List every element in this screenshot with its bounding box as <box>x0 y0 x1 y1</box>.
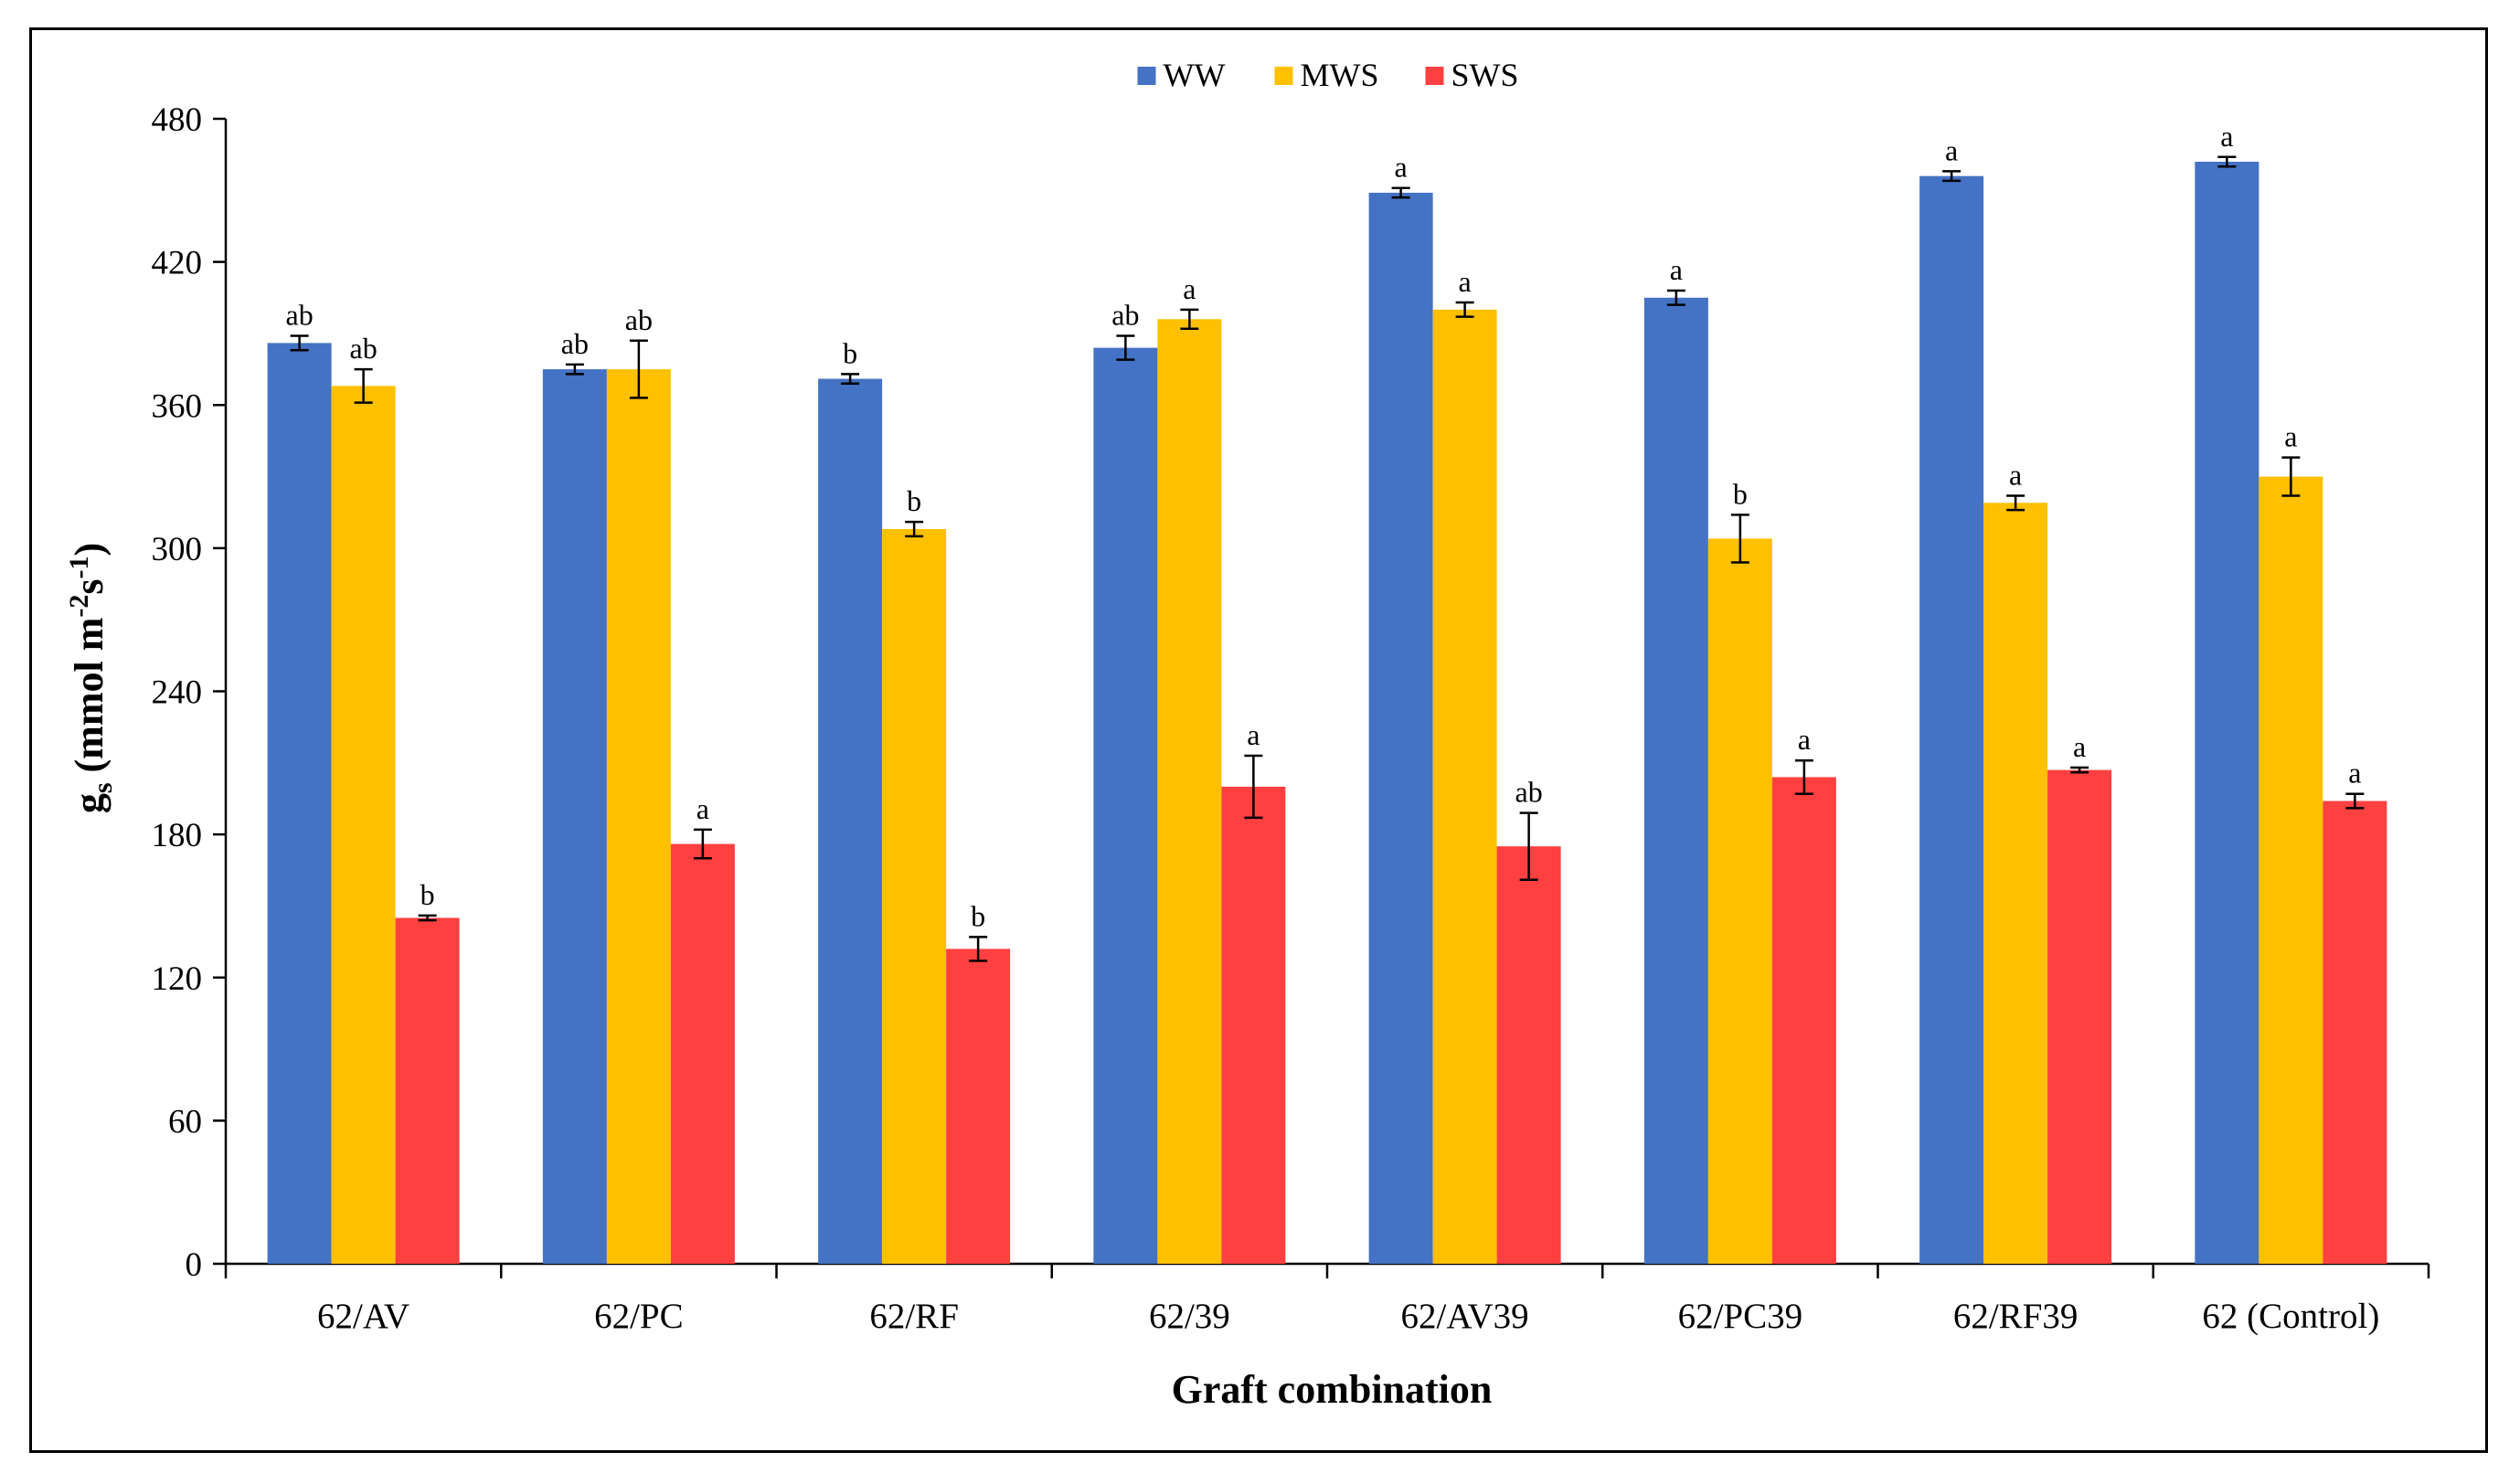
y-axis-text: (mmol m <box>67 618 112 773</box>
y-axis-title: gs (mmol m-2s-1) <box>64 543 118 813</box>
labels: 62/AVababb62/PCababa62/RFbbb62/39abaa62/… <box>286 120 2380 1336</box>
x-category-label: 62/RF39 <box>1953 1297 2078 1336</box>
significance-label: b <box>1733 477 1748 510</box>
x-category-label: 62 (Control) <box>2202 1297 2379 1336</box>
significance-label: a <box>2284 420 2297 453</box>
bar-ww <box>267 343 332 1265</box>
y-tick-label: 60 <box>168 1103 202 1140</box>
significance-label: ab <box>1111 299 1139 332</box>
x-axis-title: Graft combination <box>1172 1367 1493 1412</box>
bar-sws <box>395 917 460 1264</box>
significance-label: a <box>2009 458 2022 491</box>
significance-label: a <box>2073 730 2086 763</box>
bars <box>267 155 2387 1265</box>
significance-label: a <box>2348 757 2361 790</box>
legend-label-sws: SWS <box>1451 57 1519 93</box>
significance-label: a <box>1395 151 1408 184</box>
x-category-label: 62/PC <box>594 1297 684 1336</box>
significance-label: b <box>843 336 857 369</box>
legend-swatch-mws <box>1274 67 1293 85</box>
bar-ww <box>542 369 607 1264</box>
significance-label: a <box>1459 265 1472 298</box>
bar-mws <box>1432 309 1497 1264</box>
y-tick-label: 420 <box>152 245 203 282</box>
y-tick-label: 480 <box>152 101 203 139</box>
legend-swatch-ww <box>1137 67 1156 85</box>
significance-label: a <box>1183 272 1196 305</box>
bar-sws <box>1496 846 1561 1264</box>
bar-mws <box>2259 476 2323 1264</box>
significance-label: ab <box>1515 776 1543 809</box>
significance-label: a <box>1247 718 1260 751</box>
y-axis-exp2: -1 <box>64 556 94 579</box>
bar-sws <box>946 949 1011 1264</box>
bar-mws <box>1983 503 2048 1264</box>
legend-label-mws: MWS <box>1301 57 1379 93</box>
y-axis-mid: s <box>67 579 112 595</box>
significance-label: ab <box>561 327 589 360</box>
y-axis-symbol-sub: s <box>88 782 118 793</box>
y-tick-label: 300 <box>152 531 203 568</box>
y-axis-symbol: g <box>67 793 112 813</box>
bar-sws <box>1771 777 1836 1264</box>
bar-mws <box>606 369 671 1264</box>
significance-label: a <box>1798 723 1811 756</box>
bar-ww <box>1919 175 1984 1264</box>
x-category-label: 62/AV <box>317 1297 409 1336</box>
bar-mws <box>1157 319 1222 1264</box>
bar-ww <box>2195 161 2259 1264</box>
significance-label: b <box>907 484 921 517</box>
significance-label: ab <box>286 299 314 332</box>
significance-label: a <box>1670 253 1683 286</box>
x-category-label: 62/AV39 <box>1401 1297 1529 1336</box>
y-tick-label: 120 <box>152 960 203 998</box>
y-tick-label: 180 <box>152 817 203 854</box>
bar-ww <box>1643 297 1708 1264</box>
significance-label: a <box>696 792 709 825</box>
x-category-label: 62/PC39 <box>1678 1297 1803 1336</box>
significance-label: ab <box>625 303 653 336</box>
x-category-label: 62/39 <box>1149 1297 1230 1336</box>
bar-ww <box>1093 347 1158 1265</box>
bar-mws <box>882 528 947 1264</box>
significance-label: ab <box>350 332 377 365</box>
bar-ww <box>1368 192 1433 1265</box>
x-category-label: 62/RF <box>869 1297 959 1336</box>
y-axis-close: ) <box>67 543 112 556</box>
bar-sws <box>670 843 735 1264</box>
significance-label: b <box>420 878 435 911</box>
bar-sws <box>2047 769 2112 1264</box>
bar-sws <box>1221 786 1286 1264</box>
svg-text:gs (mmol m-2s-1): gs (mmol m-2s-1) <box>64 543 118 813</box>
y-tick-label: 0 <box>186 1246 203 1284</box>
significance-label: a <box>1945 133 1958 166</box>
significance-label: a <box>2220 120 2233 153</box>
bar-ww <box>818 378 883 1265</box>
legend: WW MWS SWS <box>1137 57 1519 93</box>
y-tick-label: 240 <box>152 674 203 712</box>
bar-mws <box>331 386 396 1264</box>
bar-sws <box>2323 800 2387 1264</box>
y-tick-label: 360 <box>152 387 203 425</box>
legend-swatch-sws <box>1425 67 1444 85</box>
legend-label-ww: WW <box>1164 57 1226 93</box>
bar-mws <box>1707 538 1772 1264</box>
y-axis-exp1: -2 <box>64 595 94 618</box>
significance-label: b <box>971 899 985 932</box>
